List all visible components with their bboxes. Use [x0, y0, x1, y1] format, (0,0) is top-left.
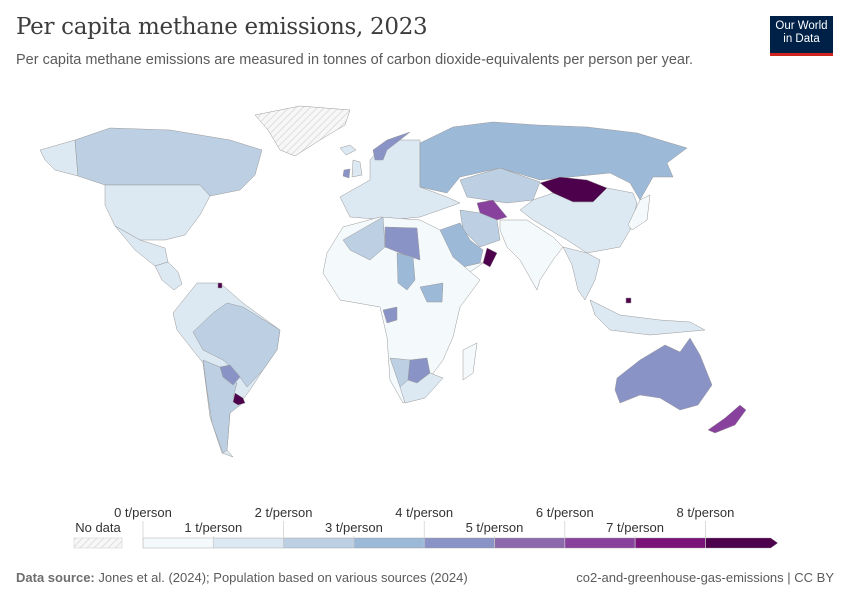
legend-tick-label: 0 t/person	[114, 505, 172, 520]
country-africa[interactable]	[322, 216, 481, 404]
legend-bin-2[interactable]	[283, 537, 355, 549]
legend-tick-label: 1 t/person	[184, 520, 242, 535]
owid-logo[interactable]: Our World in Data	[770, 16, 833, 56]
country-gabon[interactable]	[382, 306, 398, 324]
country-alaska[interactable]	[39, 139, 79, 177]
country-iceland[interactable]	[339, 144, 357, 156]
legend-no-data-swatch	[73, 537, 123, 549]
legend-tick-label: 8 t/person	[676, 505, 734, 520]
legend-bin-7[interactable]	[634, 537, 706, 549]
country-brazil[interactable]	[192, 302, 281, 388]
country-indonesia[interactable]	[589, 299, 706, 336]
legend-tick-label: 2 t/person	[255, 505, 313, 520]
legend-bin-4[interactable]	[424, 537, 495, 549]
country-chad[interactable]	[396, 252, 416, 291]
legend-bin-6[interactable]	[564, 537, 636, 549]
country-turkmenistan[interactable]	[476, 199, 508, 221]
legend-tick-label: 3 t/person	[325, 520, 383, 535]
color-legend: No data 0 t/person 1 t/person 2 t/person 3 …	[73, 505, 779, 549]
legend-no-data-label: No data	[75, 520, 121, 535]
logo-line-2: in Data	[783, 33, 820, 45]
legend-bin-8[interactable]	[705, 537, 779, 549]
country-greenland[interactable]	[254, 105, 351, 157]
data-source: Data source: Jones et al. (2024); Popula…	[16, 570, 468, 585]
country-kazakhstan[interactable]	[459, 167, 541, 204]
country-india[interactable]	[499, 219, 564, 291]
legend-bin-0[interactable]	[142, 537, 214, 549]
country-oman[interactable]	[482, 247, 498, 268]
legend-tick-label: 5 t/person	[466, 520, 524, 535]
country-ireland[interactable]	[342, 168, 351, 179]
data-source-text[interactable]: Jones et al. (2024); Population based on…	[98, 570, 468, 585]
legend-bin-1[interactable]	[213, 537, 284, 549]
legend-bin-3[interactable]	[353, 537, 425, 549]
country-madagascar[interactable]	[462, 342, 478, 381]
country-australia[interactable]	[614, 337, 713, 411]
country-united-states[interactable]	[104, 184, 211, 241]
country-uruguay[interactable]	[232, 392, 246, 406]
country-algeria[interactable]	[342, 216, 386, 261]
country-canada[interactable]	[74, 127, 263, 197]
country-russia[interactable]	[419, 121, 688, 201]
country-southeast-asia[interactable]	[562, 246, 601, 301]
logo-line-1: Our World	[775, 20, 828, 32]
country-norway[interactable]	[372, 131, 411, 161]
legend-tick-label: 6 t/person	[536, 505, 594, 520]
country-south-sudan[interactable]	[419, 282, 444, 303]
legend-bin-5[interactable]	[494, 537, 566, 549]
world-map[interactable]	[0, 80, 850, 490]
country-new-zealand[interactable]	[707, 404, 747, 434]
legend-tick-label: 7 t/person	[606, 520, 664, 535]
chart-subtitle: Per capita methane emissions are measure…	[16, 52, 694, 68]
country-japan[interactable]	[627, 194, 651, 231]
data-source-label: Data source:	[16, 570, 95, 585]
country-brunei[interactable]	[625, 297, 632, 304]
chart-title: Per capita methane emissions, 2023	[16, 14, 428, 40]
country-south-africa[interactable]	[399, 372, 444, 404]
legend-tick-label: 4 t/person	[395, 505, 453, 520]
country-united-kingdom[interactable]	[351, 159, 363, 178]
country-central-america[interactable]	[154, 261, 183, 291]
country-suriname[interactable]	[217, 282, 223, 289]
country-paraguay[interactable]	[219, 364, 241, 386]
chart-slug-license[interactable]: co2-and-greenhouse-gas-emissions | CC BY	[576, 570, 834, 585]
